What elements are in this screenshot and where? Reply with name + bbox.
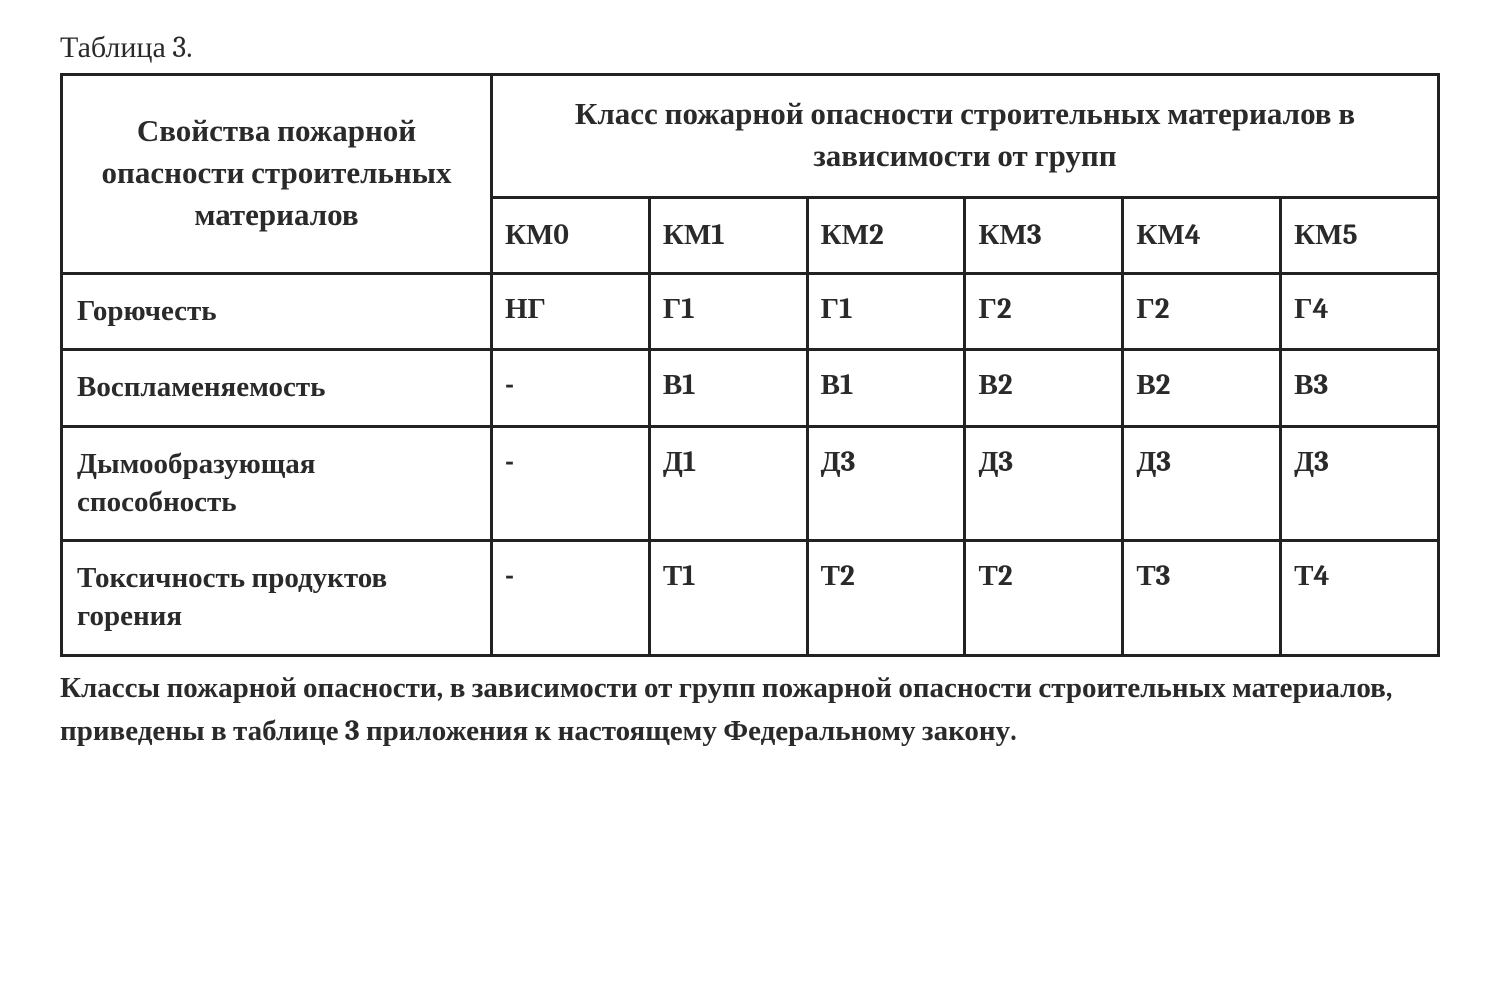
table-row: Горючесть НГ Г1 Г1 Г2 Г2 Г4 <box>62 273 1439 350</box>
cell: - <box>492 541 650 655</box>
cell: Т1 <box>649 541 807 655</box>
row-header-title: Свойства пожарной опасности строительных… <box>62 75 492 274</box>
cell: Г4 <box>1281 273 1439 350</box>
row-label: Воспламеняемость <box>62 350 492 427</box>
cell: Г2 <box>965 273 1123 350</box>
cell: В1 <box>649 350 807 427</box>
row-label: Горючесть <box>62 273 492 350</box>
row-label: Дымообразующая способность <box>62 427 492 541</box>
note-paragraph: Классы пожарной опасности, в зависимости… <box>60 667 1440 754</box>
cell: Д1 <box>649 427 807 541</box>
col-header-km2: КМ2 <box>807 197 965 273</box>
cell: Д3 <box>1281 427 1439 541</box>
cell: В1 <box>807 350 965 427</box>
col-header-km4: КМ4 <box>1123 197 1281 273</box>
col-header-km1: КМ1 <box>649 197 807 273</box>
cell: Д3 <box>807 427 965 541</box>
cell: Г2 <box>1123 273 1281 350</box>
cell: Д3 <box>1123 427 1281 541</box>
cell: Т4 <box>1281 541 1439 655</box>
cell: Г1 <box>649 273 807 350</box>
col-header-km3: КМ3 <box>965 197 1123 273</box>
table-row: Дымообразующая способность - Д1 Д3 Д3 Д3… <box>62 427 1439 541</box>
table-caption: Таблица 3. <box>60 30 1440 65</box>
table-row: Воспламеняемость - В1 В1 В2 В2 В3 <box>62 350 1439 427</box>
row-label: Токсичность продуктов горения <box>62 541 492 655</box>
super-header: Класс пожарной опасности строительных ма… <box>492 75 1439 198</box>
col-header-km5: КМ5 <box>1281 197 1439 273</box>
cell: Т2 <box>965 541 1123 655</box>
col-header-km0: КМ0 <box>492 197 650 273</box>
cell: В2 <box>965 350 1123 427</box>
cell: Г1 <box>807 273 965 350</box>
fire-hazard-table: Свойства пожарной опасности строительных… <box>60 73 1440 657</box>
cell: Т2 <box>807 541 965 655</box>
cell: Т3 <box>1123 541 1281 655</box>
cell: НГ <box>492 273 650 350</box>
cell: В3 <box>1281 350 1439 427</box>
cell: Д3 <box>965 427 1123 541</box>
table-row: Токсичность продуктов горения - Т1 Т2 Т2… <box>62 541 1439 655</box>
cell: - <box>492 427 650 541</box>
cell: - <box>492 350 650 427</box>
cell: В2 <box>1123 350 1281 427</box>
